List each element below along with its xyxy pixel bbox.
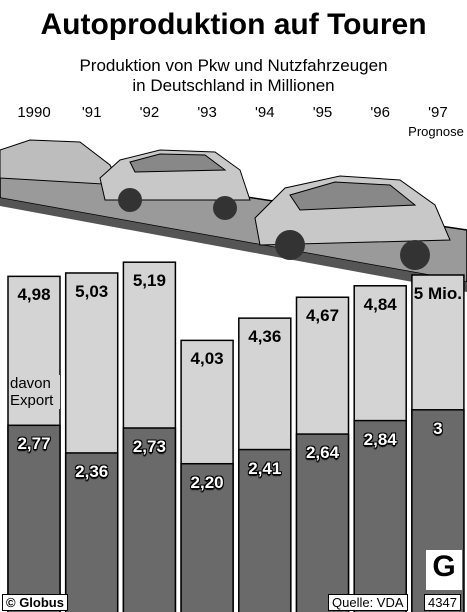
infographic: Autoproduktion auf Touren Produktion von… bbox=[0, 0, 467, 612]
export-bar bbox=[8, 425, 60, 612]
export-label: 2,73 bbox=[123, 438, 175, 456]
graphic-id: 4347 bbox=[424, 594, 461, 611]
x-tick-label: '96 bbox=[352, 104, 408, 121]
value-label: 4,03 bbox=[181, 350, 233, 368]
forecast-note: Prognose bbox=[404, 124, 467, 139]
export-label: 2,84 bbox=[354, 431, 406, 449]
car-illustration bbox=[0, 140, 467, 292]
value-label: 5,19 bbox=[123, 272, 175, 290]
export-label: 2,77 bbox=[8, 435, 60, 453]
export-label: 2,36 bbox=[66, 463, 118, 481]
value-label: 5,03 bbox=[66, 283, 118, 301]
x-tick-label: 1990 bbox=[6, 104, 62, 121]
export-label: 3 bbox=[412, 420, 464, 438]
value-label: 4,84 bbox=[354, 296, 406, 314]
x-tick-label: '95 bbox=[295, 104, 351, 121]
export-label: 2,20 bbox=[181, 474, 233, 492]
x-tick-label: '92 bbox=[121, 104, 177, 121]
x-tick-label: '94 bbox=[237, 104, 293, 121]
credit: © Globus bbox=[2, 594, 68, 611]
chart-title: Autoproduktion auf Touren bbox=[0, 8, 467, 42]
x-tick-label: '91 bbox=[64, 104, 120, 121]
x-tick-label: '93 bbox=[179, 104, 235, 121]
subtitle: in Deutschland in Millionen bbox=[0, 76, 467, 96]
value-label: 4,36 bbox=[239, 328, 291, 346]
value-label: 4,67 bbox=[297, 307, 349, 325]
export-label: 2,64 bbox=[297, 444, 349, 462]
source: Quelle: VDA bbox=[328, 594, 408, 611]
value-label: 4,98 bbox=[8, 286, 60, 304]
export-label: 2,41 bbox=[239, 460, 291, 478]
subtitle: Produktion von Pkw und Nutzfahrzeugen bbox=[0, 56, 467, 76]
legend-export: davon Export bbox=[10, 375, 60, 409]
value-label: 5 Mio. bbox=[412, 285, 464, 303]
x-tick-label: '97 bbox=[410, 104, 466, 121]
export-bar bbox=[354, 421, 406, 612]
logo: G bbox=[426, 550, 462, 590]
